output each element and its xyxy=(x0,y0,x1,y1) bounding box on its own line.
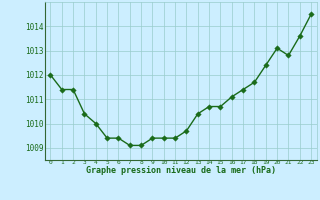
X-axis label: Graphe pression niveau de la mer (hPa): Graphe pression niveau de la mer (hPa) xyxy=(86,166,276,175)
